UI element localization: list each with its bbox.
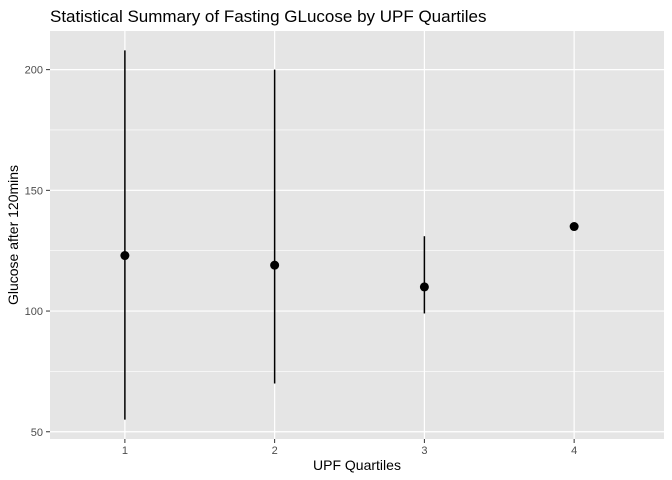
chart-title: Statistical Summary of Fasting GLucose b… <box>50 7 487 26</box>
plot-panel <box>50 31 664 439</box>
x-tick-label: 4 <box>571 445 577 457</box>
data-point <box>569 222 579 232</box>
data-points <box>120 222 579 292</box>
data-point <box>120 251 130 261</box>
y-axis-ticks: 50 100 150 200 <box>25 65 50 439</box>
x-tick-label: 1 <box>122 445 128 457</box>
x-tick-label: 3 <box>421 445 427 457</box>
y-tick-label: 200 <box>25 65 43 77</box>
x-axis-title: UPF Quartiles <box>313 457 401 473</box>
y-tick-label: 100 <box>25 306 43 318</box>
y-tick-label: 150 <box>25 185 43 197</box>
y-tick-label: 50 <box>31 427 43 439</box>
error-bars <box>124 50 426 420</box>
data-point <box>419 282 429 292</box>
data-point <box>270 260 280 270</box>
minor-gridlines <box>50 129 664 372</box>
x-axis-ticks: 1 2 3 4 <box>122 439 577 457</box>
y-axis-title: Glucose after 120mins <box>5 165 21 305</box>
x-tick-label: 2 <box>272 445 278 457</box>
